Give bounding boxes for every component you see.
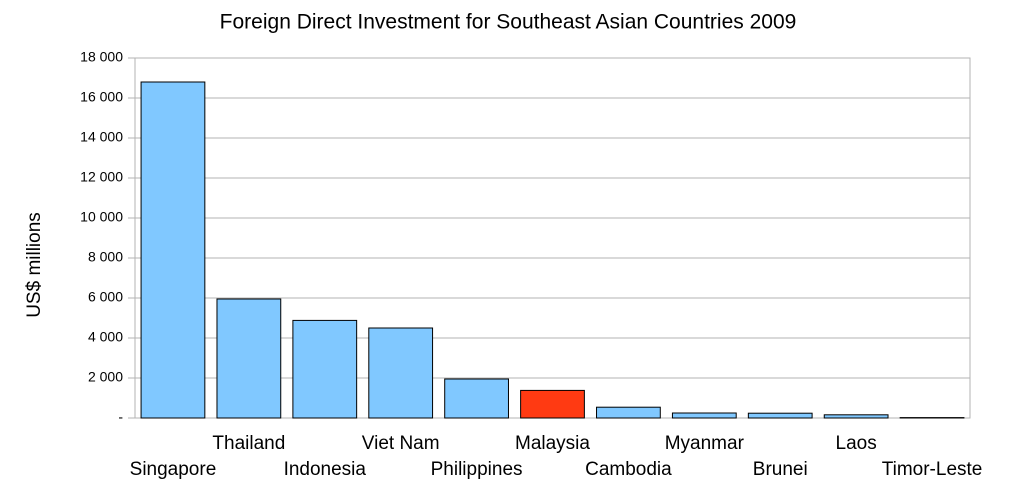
bar <box>217 299 281 418</box>
x-tick-label: Philippines <box>431 459 523 480</box>
y-tick-label: 18 000 <box>80 49 123 65</box>
bar <box>597 407 661 418</box>
x-tick-label: Brunei <box>753 459 808 480</box>
x-tick-label: Indonesia <box>284 459 367 480</box>
x-tick-label: Malaysia <box>515 433 590 454</box>
y-axis-title: US$ millions <box>24 212 45 318</box>
chart-title: Foreign Direct Investment for Southeast … <box>220 11 797 34</box>
x-tick-label: Laos <box>836 433 877 454</box>
x-tick-label: Singapore <box>130 459 217 480</box>
bar <box>672 413 736 418</box>
bar <box>521 390 585 418</box>
y-tick-label: - <box>118 409 123 425</box>
y-tick-label: 8 000 <box>88 249 123 265</box>
y-tick-label: 12 000 <box>80 169 123 185</box>
bar <box>748 413 812 418</box>
y-tick-label: 10 000 <box>80 209 123 225</box>
y-tick-label: 6 000 <box>88 289 123 305</box>
y-tick-label: 16 000 <box>80 89 123 105</box>
y-tick-label: 2 000 <box>88 369 123 385</box>
bar <box>369 328 433 418</box>
x-tick-label: Timor-Leste <box>882 459 983 480</box>
bar <box>141 82 205 418</box>
y-tick-label: 4 000 <box>88 329 123 345</box>
x-tick-label: Myanmar <box>665 433 745 454</box>
x-tick-label: Viet Nam <box>362 433 440 454</box>
bar <box>293 320 357 418</box>
x-tick-label: Thailand <box>212 433 285 454</box>
bar <box>824 415 888 418</box>
y-tick-label: 14 000 <box>80 129 123 145</box>
bar <box>445 379 509 418</box>
x-tick-label: Cambodia <box>585 459 672 480</box>
